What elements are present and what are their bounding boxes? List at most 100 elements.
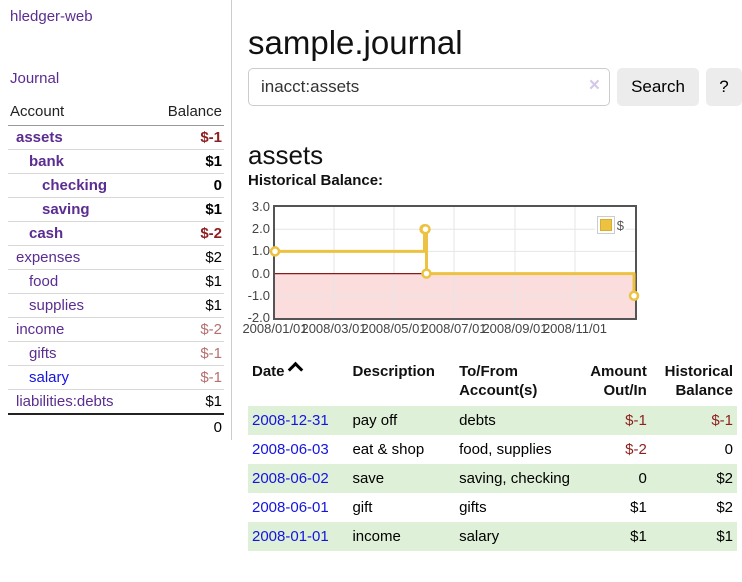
account-link[interactable]: gifts	[29, 345, 57, 362]
clear-search-icon[interactable]: ×	[588, 75, 600, 96]
y-axis-tick-label: 2.0	[251, 221, 270, 237]
x-axis-tick-label: 2008/01/01	[242, 321, 308, 336]
account-balance: $-2	[148, 221, 224, 246]
account-balance: $2	[148, 245, 224, 270]
data-point	[269, 246, 281, 257]
account-name-cell: supplies	[8, 293, 149, 318]
register-accounts-cell: gifts	[459, 499, 487, 516]
register-accounts-cell: debts	[459, 412, 496, 429]
accounts-table: Account Balance assets $-1 bank $1 checking 0…	[8, 100, 224, 440]
search-input[interactable]	[248, 68, 610, 106]
transaction-date-link[interactable]: 2008-06-02	[252, 470, 329, 487]
account-row: assets $-1	[8, 126, 224, 150]
account-row: cash $-2	[8, 221, 224, 246]
transaction-date-link[interactable]: 2008-12-31	[252, 412, 329, 429]
transaction-date-link[interactable]: 2008-01-01	[252, 528, 329, 545]
account-link[interactable]: salary	[29, 369, 70, 386]
chart-plot-area: $	[269, 205, 640, 320]
table-row: 2008-06-01 gift gifts $1 $2	[248, 493, 737, 522]
account-link[interactable]: checking	[42, 177, 108, 194]
account-row: food $1	[8, 269, 224, 294]
page-title: sample.journal	[248, 24, 463, 62]
accounts-total-spacer	[8, 413, 149, 440]
y-axis-tick-label: 1.0	[251, 243, 270, 259]
x-axis-tick-label: 2008/03/01	[301, 321, 367, 336]
sidebar-item-journal[interactable]: Journal	[10, 70, 60, 87]
account-balance: $1	[148, 293, 224, 318]
transaction-date-link[interactable]: 2008-06-01	[252, 499, 329, 516]
register-amount-cell: $-2	[625, 441, 647, 458]
account-row: supplies $1	[8, 293, 224, 318]
register-balance-cell: 0	[724, 441, 733, 458]
historical-balance-chart: $ 3.0 2.0 1.0 0.0 -1.0 -2.0 2008/01/01 2008/03/…	[238, 198, 742, 340]
account-link[interactable]: cash	[29, 225, 64, 242]
account-link[interactable]: expenses	[16, 249, 81, 266]
account-name-cell: gifts	[8, 341, 149, 366]
column-header-amount: Amount Out/In	[590, 363, 647, 399]
table-row: 2008-01-01 income salary $1 $1	[248, 522, 737, 551]
register-accounts-cell: food, supplies	[459, 441, 552, 458]
account-link[interactable]: assets	[16, 129, 63, 146]
account-balance: $-1	[148, 365, 224, 390]
account-balance: $1	[148, 389, 224, 414]
y-axis-tick-label: -1.0	[247, 287, 270, 303]
chart-title: Historical Balance:	[248, 172, 384, 189]
account-row: gifts $-1	[8, 341, 224, 366]
register-amount-cell: 0	[638, 470, 647, 487]
column-header-date[interactable]: Date	[248, 356, 348, 406]
register-date-cell: 2008-06-02	[248, 464, 348, 493]
account-link[interactable]: bank	[29, 153, 65, 170]
x-axis-tick-label: 2008/05/01	[361, 321, 427, 336]
help-button[interactable]: ?	[706, 68, 742, 106]
account-name-cell: bank	[8, 149, 149, 174]
account-name-cell: assets	[8, 126, 148, 150]
account-name-cell: income	[8, 317, 149, 342]
search-button[interactable]: Search	[617, 68, 699, 106]
account-row: bank $1	[8, 149, 224, 174]
data-point	[628, 290, 640, 302]
column-header-balance: Historical Balance	[664, 363, 733, 399]
account-balance: $-1	[200, 129, 222, 146]
account-name-cell: cash	[8, 221, 149, 246]
account-link[interactable]: income	[16, 321, 65, 338]
account-balance: $-2	[148, 317, 224, 342]
x-axis-tick-label: 2008/09/01	[482, 321, 548, 336]
transaction-date-link[interactable]: 2008-06-03	[252, 441, 329, 458]
sidebar: hledger-web Journal Account Balance asse…	[0, 0, 232, 440]
app-title-link[interactable]: hledger-web	[10, 8, 93, 25]
account-name-cell: saving	[8, 197, 149, 222]
register-balance-cell: $2	[716, 499, 733, 516]
register-table-body: 2008-12-31 pay off debts $-1 $-1 2008-06-03 ea…	[248, 406, 737, 551]
accounts-total-row: 0	[8, 413, 224, 440]
account-link[interactable]: food	[29, 273, 59, 290]
y-axis-tick-label: 0.0	[251, 265, 270, 281]
y-axis-tick-label: -2.0	[247, 310, 270, 325]
account-link[interactable]: supplies	[29, 297, 85, 314]
account-balance: 0	[148, 173, 224, 198]
register-date-cell: 2008-06-03	[248, 435, 348, 464]
table-row: 2008-12-31 pay off debts $-1 $-1	[248, 406, 737, 435]
register-amount-cell: $-1	[625, 412, 647, 429]
accounts-table-body: assets $-1 bank $1 checking 0 saving $1 cash $-2 e…	[8, 126, 224, 414]
accounts-total-value: 0	[148, 413, 224, 440]
accounts-column-header-account: Account	[8, 100, 149, 126]
register-date-cell: 2008-01-01	[248, 522, 348, 551]
table-row: 2008-06-03 eat & shop food, supplies $-2 0	[248, 435, 737, 464]
account-balance: $1	[148, 149, 224, 174]
account-link[interactable]: saving	[42, 201, 90, 218]
account-name-cell: food	[8, 269, 149, 294]
register-accounts-cell: salary	[459, 528, 500, 545]
account-row: salary $-1	[8, 365, 224, 390]
register-description-cell: income	[352, 528, 401, 545]
register-description-cell: eat & shop	[352, 441, 425, 458]
data-point	[420, 223, 431, 235]
register-amount-cell: $1	[630, 499, 647, 516]
account-link[interactable]: liabilities:debts	[16, 393, 114, 410]
register-table: Date Description To/From Account(s) Amou…	[248, 356, 737, 551]
chart-legend: $	[594, 214, 626, 236]
account-balance: $1	[148, 269, 224, 294]
data-point	[421, 268, 432, 279]
register-balance-cell: $2	[716, 470, 733, 487]
register-amount-cell: $1	[630, 528, 647, 545]
register-description-cell: save	[352, 470, 385, 487]
